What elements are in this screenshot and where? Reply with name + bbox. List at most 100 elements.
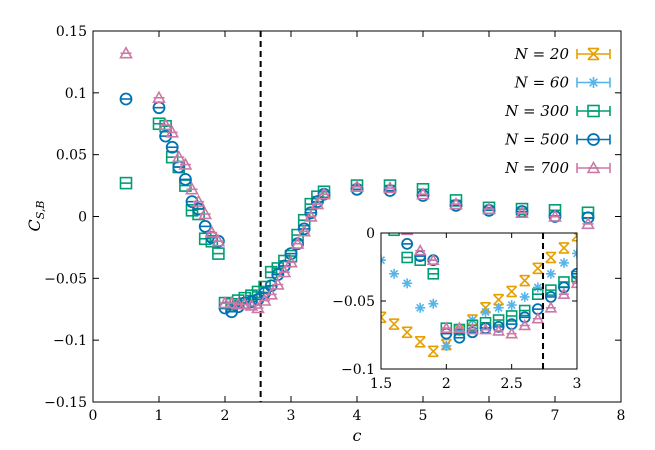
y-tick-label: 0.15 (56, 24, 87, 40)
inset-data-point (532, 262, 544, 275)
inset-data-point (558, 257, 569, 268)
data-point (204, 225, 219, 238)
inset-data-point (441, 340, 452, 351)
data-point (152, 90, 166, 103)
inset-data-point (427, 267, 440, 280)
data-point (198, 232, 212, 246)
y-tick-label: −0.05 (44, 271, 87, 287)
x-tick-label: 5 (419, 408, 428, 424)
data-point (303, 209, 318, 222)
data-point (310, 195, 324, 209)
inset-data-point (480, 306, 491, 317)
inset-data-point (532, 282, 543, 293)
data-point (270, 277, 285, 290)
legend-label: N = 500 (504, 131, 569, 149)
inset-x-tick-label: 2.5 (501, 376, 523, 392)
legend-marker (587, 133, 600, 146)
data-point (416, 187, 430, 200)
inset-data-point (479, 322, 492, 335)
data-point (310, 196, 325, 210)
x-tick-label: 7 (551, 408, 560, 424)
data-point (277, 265, 292, 278)
x-tick-label: 1 (155, 408, 164, 424)
inset-panel: 1.5 2 2.5 3 0 −0.05 −0.1 (332, 226, 581, 392)
data-point (211, 234, 226, 247)
data-point (191, 194, 206, 207)
data-point (251, 300, 265, 314)
data-point (515, 205, 529, 218)
inset-data-point (572, 248, 577, 259)
inset-x-tick-label: 1.5 (370, 376, 392, 392)
data-point (198, 206, 213, 220)
main-axes: 0 1 2 3 4 5 6 7 8 0.15 0.1 0.05 0 −0.05 −0.1 −0.15 (44, 24, 625, 424)
inset-data-point (531, 312, 545, 324)
legend-marker (588, 77, 599, 88)
inset-data-point (381, 255, 386, 266)
data-point (350, 179, 364, 193)
data-point (185, 204, 199, 217)
data-point (548, 209, 562, 222)
inset-x-tick-label: 3 (573, 376, 582, 392)
inset-data-point (381, 311, 387, 324)
inset-data-point (571, 267, 577, 280)
inset-data-point (557, 287, 571, 300)
inset-data-point (389, 268, 400, 279)
y-tick-label: −0.1 (53, 333, 87, 349)
inset-data-point (413, 244, 427, 256)
inset-data-point (426, 253, 440, 266)
data-point (297, 222, 311, 236)
inset-y-tick-label: −0.05 (332, 294, 375, 310)
legend-label: N = 700 (504, 159, 569, 177)
inset-data-point (401, 237, 414, 250)
data-point (284, 247, 298, 261)
legend-marker (587, 104, 600, 118)
inset-data-point (519, 274, 531, 287)
inset-y-tick-label: −0.1 (341, 362, 375, 378)
x-axis-label: c (353, 426, 362, 445)
inset-data-point (545, 251, 557, 264)
inset-data-point (518, 304, 531, 317)
y-tick-label: −0.15 (44, 395, 87, 411)
data-point (171, 149, 186, 163)
inset-data-point (453, 321, 466, 334)
inset-data-point (414, 335, 426, 348)
inset-data-point (544, 301, 558, 313)
inset-y-tick-label: 0 (366, 226, 375, 242)
data-point (198, 219, 212, 233)
data-point (212, 247, 225, 260)
data-point (119, 176, 133, 190)
inset-data-point (388, 318, 400, 330)
legend-marker (586, 160, 601, 174)
data-point (264, 287, 279, 300)
inset-data-point (505, 326, 519, 339)
inset-data-point (415, 302, 426, 313)
inset-marks (381, 233, 577, 358)
inset-data-point (571, 233, 577, 242)
data-point (317, 187, 331, 200)
inset-data-point (506, 285, 518, 298)
legend-marker (587, 47, 600, 61)
inset-x-tick-label: 2 (442, 376, 451, 392)
inset-data-point (545, 284, 557, 296)
data-point (185, 182, 199, 195)
inset-data-point (428, 298, 439, 309)
data-point (383, 180, 397, 194)
legend: N = 20 N = 60 N = 300 N = 500 N = 700 (504, 45, 611, 177)
inset-background (381, 233, 577, 369)
y-tick-label: 0.05 (56, 148, 87, 164)
data-point (449, 196, 463, 210)
inset-data-point (466, 322, 479, 335)
data-point (284, 255, 298, 268)
inset-data-point (518, 311, 531, 324)
inset-data-point (439, 321, 453, 334)
inset-data-point (402, 278, 413, 289)
inset-data-point (506, 300, 517, 311)
inset-data-point (401, 251, 413, 264)
data-point (119, 46, 133, 59)
inset-axes: 1.5 2 2.5 3 0 −0.05 −0.1 (332, 226, 581, 392)
inset-data-point (545, 268, 556, 279)
x-tick-label: 0 (89, 408, 98, 424)
x-tick-label: 2 (221, 408, 230, 424)
